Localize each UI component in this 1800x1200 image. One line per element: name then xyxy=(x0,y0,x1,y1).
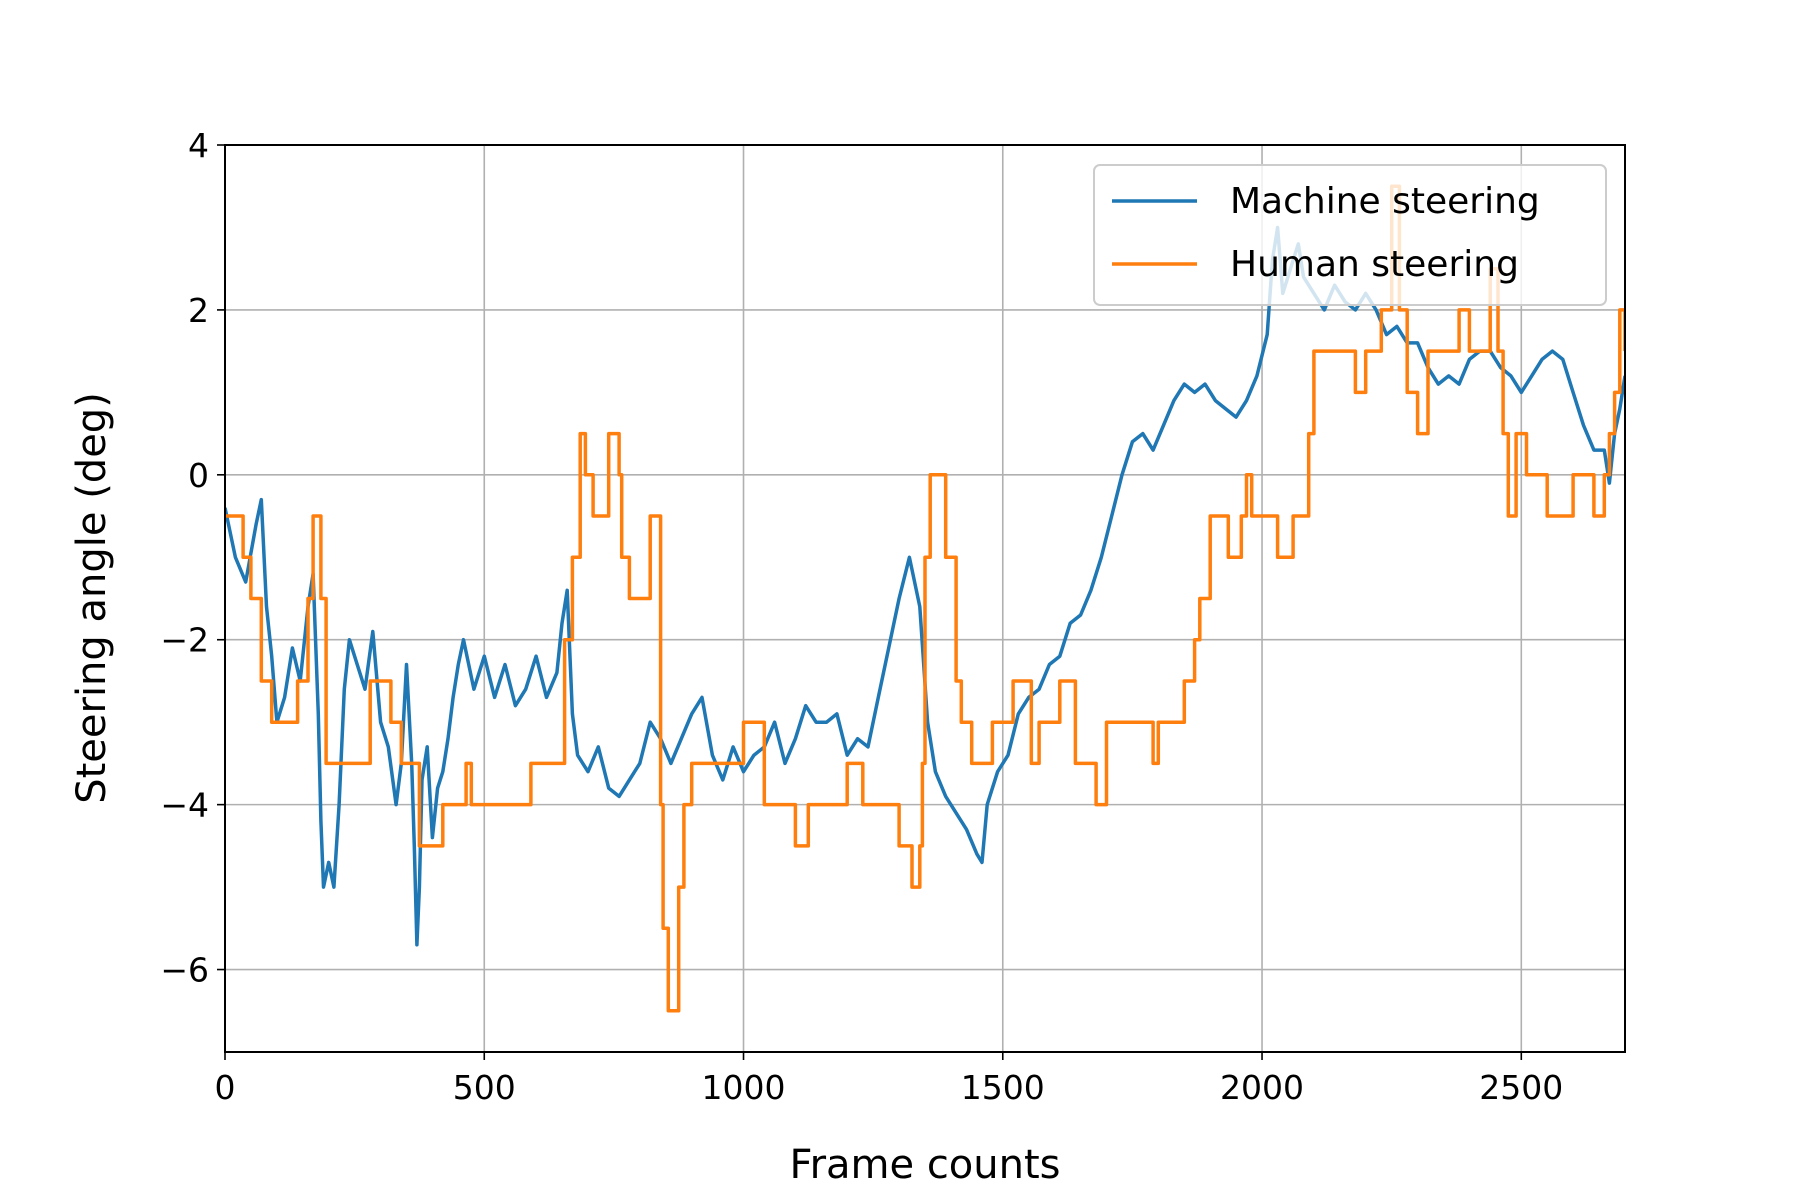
legend-box xyxy=(1093,164,1607,306)
y-tick-label: −6 xyxy=(160,951,209,990)
y-tick-label: −2 xyxy=(160,621,209,660)
x-tick-label: 2000 xyxy=(1220,1068,1304,1107)
y-tick-label: 2 xyxy=(188,291,209,330)
y-tick-label: 4 xyxy=(188,126,209,165)
legend-label-human: Human steering xyxy=(1230,244,1519,285)
x-axis-label: Frame counts xyxy=(789,1142,1060,1188)
legend: Machine steering Human steering xyxy=(1093,164,1607,306)
series-line-human-steering xyxy=(225,184,1625,1013)
y-tick-label: −4 xyxy=(160,786,209,825)
x-tick-label: 500 xyxy=(453,1068,516,1107)
x-tick-label: 1500 xyxy=(961,1068,1045,1107)
y-tick-label: 0 xyxy=(188,456,209,495)
legend-label-machine: Machine steering xyxy=(1230,181,1540,222)
x-tick-label: 1000 xyxy=(702,1068,786,1107)
axis-ticks: 0 500 1000 1500 2000 2500 −6 −4 −2 0 2 4 xyxy=(160,126,1563,1107)
y-axis-label: Steering angle (deg) xyxy=(69,392,115,804)
plot-frame xyxy=(224,144,1626,1053)
x-tick-label: 2500 xyxy=(1479,1068,1563,1107)
x-tick-label: 0 xyxy=(215,1068,236,1107)
